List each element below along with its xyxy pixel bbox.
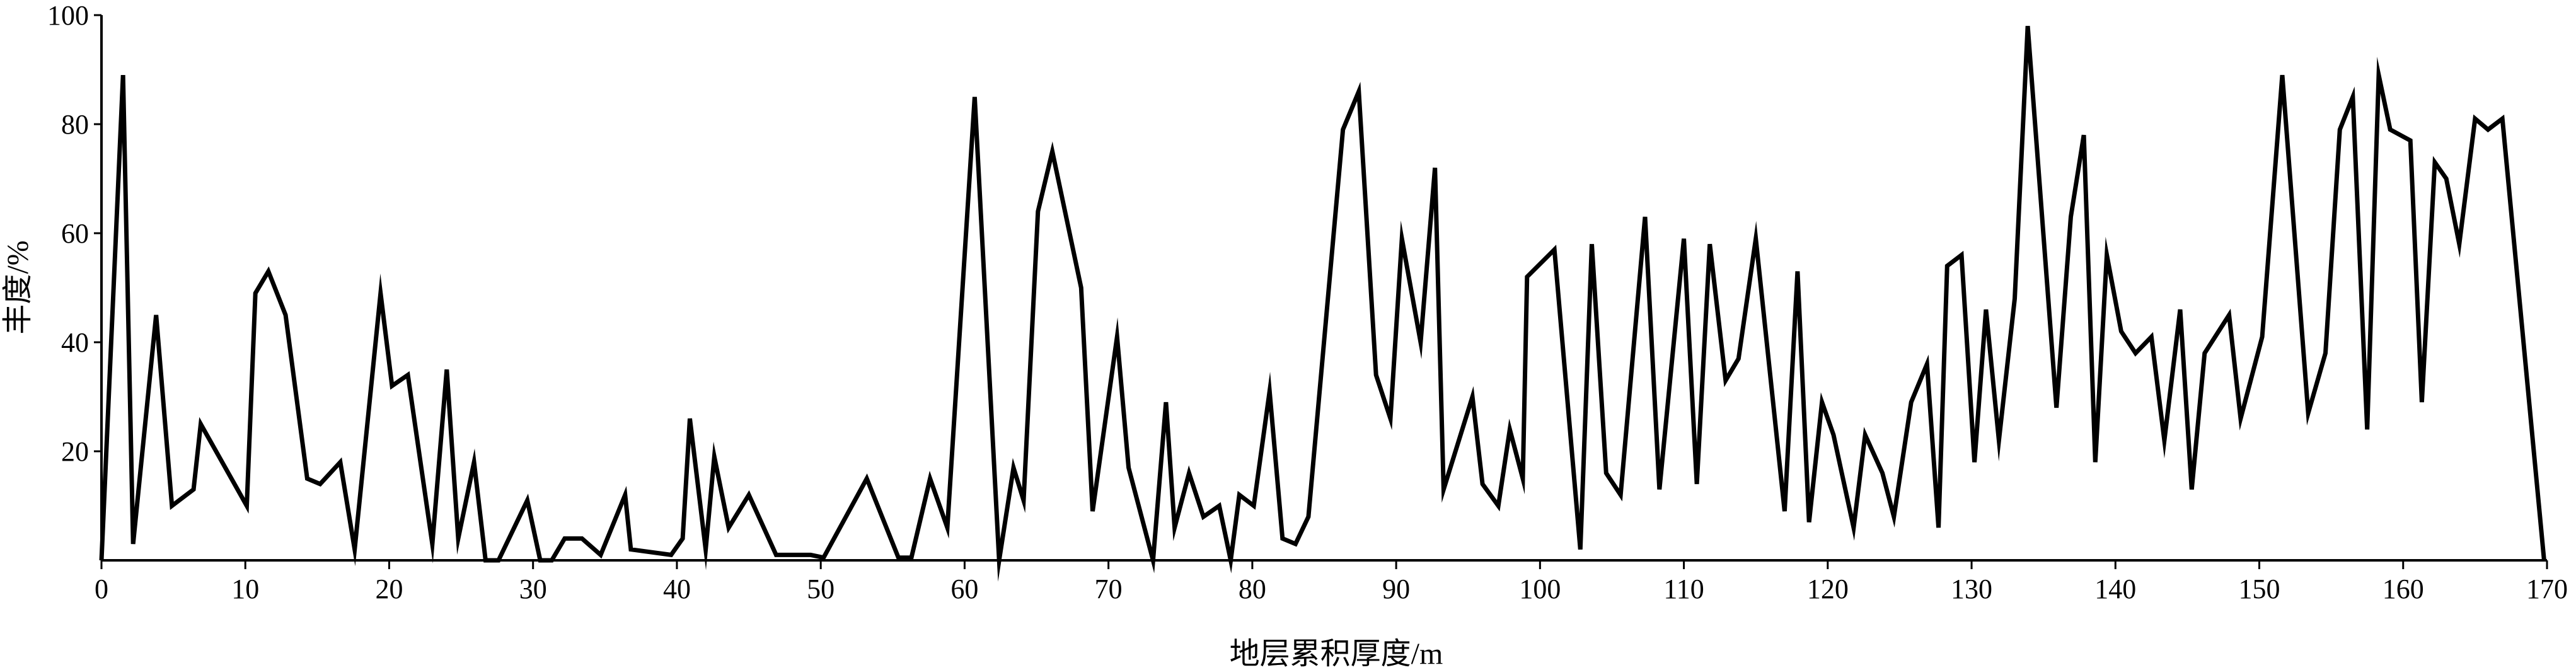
axes	[100, 15, 2547, 562]
y-axis-title: 丰度/%	[1, 240, 35, 334]
y-tick-label: 100	[47, 0, 89, 31]
x-tick-label: 20	[375, 574, 403, 604]
x-tick-label: 120	[1807, 574, 1849, 604]
x-tick-label: 130	[1951, 574, 1992, 604]
x-tick-label: 30	[519, 574, 547, 604]
x-tick-label: 70	[1095, 574, 1123, 604]
x-tick-label: 100	[1519, 574, 1561, 604]
y-tick-label: 20	[61, 436, 89, 467]
y-tick-label: 40	[61, 327, 89, 358]
x-tick-label: 110	[1663, 574, 1704, 604]
x-tick-label: 90	[1382, 574, 1410, 604]
x-tick-label: 80	[1239, 574, 1266, 604]
x-tick-label: 10	[231, 574, 259, 604]
y-tick-label: 80	[61, 109, 89, 140]
y-tick-label: 60	[61, 218, 89, 249]
x-ticks: 0 10 20 30 40 50 60 70 80 90 100 110 120 130 140 150 160…	[95, 560, 2568, 604]
data-points	[101, 26, 2544, 561]
x-tick-label: 170	[2526, 574, 2568, 604]
x-tick-label: 60	[950, 574, 978, 604]
x-axis-title: 地层累积厚度/m	[1230, 637, 1443, 670]
x-tick-label: 160	[2383, 574, 2424, 604]
series-line	[99, 26, 2546, 582]
x-tick-label: 140	[2094, 574, 2136, 604]
x-tick-label: 0	[95, 574, 108, 604]
x-tick-label: 150	[2239, 574, 2280, 604]
x-tick-label: 40	[663, 574, 691, 604]
y-ticks: 20 40 60 80 100	[47, 0, 101, 467]
x-tick-label: 50	[807, 574, 835, 604]
